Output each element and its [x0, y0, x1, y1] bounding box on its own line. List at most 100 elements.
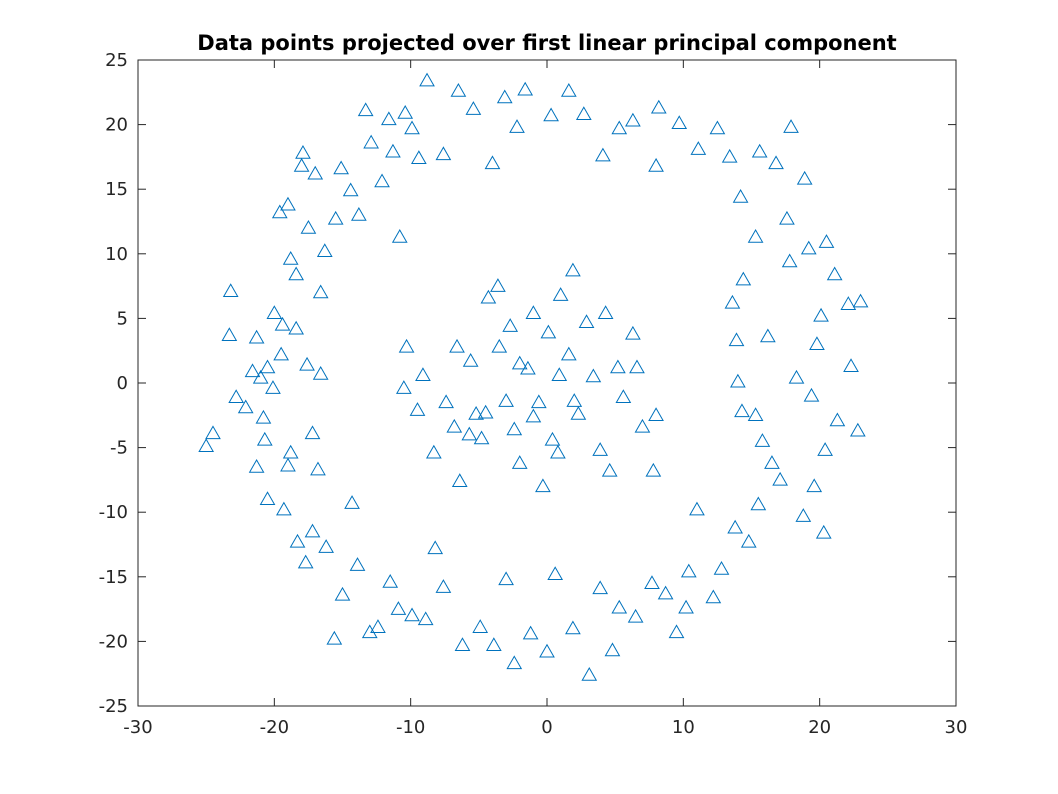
data-point-marker [506, 421, 523, 436]
data-point-marker [735, 271, 752, 286]
x-axis: -30 -20 -10 0 10 20 30 [123, 60, 967, 738]
data-point-marker [525, 408, 542, 423]
data-point-marker [627, 608, 644, 623]
x-tick-label: 30 [945, 717, 968, 738]
data-point-marker [370, 619, 386, 633]
data-point-marker [550, 444, 566, 459]
data-point-marker [385, 143, 401, 158]
data-point-marker [451, 473, 468, 487]
data-point-marker [446, 418, 463, 433]
data-point-marker [668, 624, 685, 639]
data-point-marker [644, 575, 660, 590]
data-point-marker [566, 393, 583, 407]
data-point-marker [520, 360, 536, 375]
data-point-marker [237, 399, 254, 414]
data-point-marker [634, 418, 651, 433]
data-point-marker [449, 338, 465, 353]
data-point-marker [417, 611, 434, 626]
data-point-marker [560, 346, 577, 361]
data-point-marker [198, 438, 215, 453]
data-point-marker [772, 471, 788, 486]
y-tick-label: 25 [105, 50, 128, 71]
data-point-marker [477, 404, 494, 419]
data-point-marker [615, 389, 632, 403]
data-point-marker [419, 72, 435, 87]
data-point-marker [680, 563, 697, 578]
data-point-marker [380, 111, 397, 126]
data-point-marker [266, 305, 283, 319]
data-point-marker [721, 148, 738, 163]
data-point-marker [813, 307, 829, 322]
data-point-marker [349, 557, 366, 571]
data-point-marker [468, 406, 484, 420]
data-point-marker [297, 554, 314, 569]
data-point-marker [318, 539, 335, 553]
data-point-marker [815, 524, 832, 539]
data-point-marker [625, 325, 641, 340]
y-tick-label: 5 [117, 308, 128, 329]
data-point-marker [357, 102, 374, 117]
data-point-marker [244, 363, 261, 378]
data-point-marker [750, 496, 767, 511]
data-point-marker [843, 358, 859, 372]
data-point-marker [491, 338, 508, 353]
data-point-marker [288, 320, 305, 335]
data-point-marker [265, 380, 281, 394]
data-point-marker [592, 580, 609, 595]
data-point-marker [293, 157, 310, 172]
data-point-marker [382, 573, 399, 588]
x-tick-label: 20 [808, 717, 831, 738]
y-tick-label: -5 [110, 438, 128, 459]
y-tick-label: 0 [117, 373, 128, 394]
data-point-marker [310, 461, 326, 476]
data-point-marker [611, 120, 628, 135]
data-point-marker [222, 283, 239, 298]
data-point-marker [728, 332, 745, 347]
data-point-marker [248, 329, 265, 344]
data-point-marker [480, 289, 497, 304]
data-point-marker [565, 620, 581, 635]
data-point-marker [800, 240, 817, 255]
data-point-marker [826, 266, 843, 281]
data-point-marker [560, 83, 577, 97]
data-point-marker [818, 234, 835, 248]
data-point-marker [326, 630, 343, 645]
data-point-marker [625, 112, 641, 127]
data-point-marker [342, 182, 359, 197]
x-tick-label: 0 [541, 717, 552, 738]
y-axis: -25 -20 -15 -10 -5 0 5 10 15 20 25 [99, 50, 956, 717]
data-point-marker [657, 585, 674, 600]
data-point-marker [565, 262, 581, 277]
data-point-marker [274, 316, 291, 331]
x-tick-label: 10 [672, 717, 695, 738]
data-point-marker [333, 160, 349, 175]
data-point-marker [484, 155, 501, 170]
data-point-marker [404, 120, 420, 135]
data-point-marker [438, 394, 454, 409]
data-point-marker [803, 387, 820, 402]
data-point-marker [525, 305, 542, 319]
data-point-marker [768, 155, 784, 170]
data-point-marker [522, 625, 539, 640]
data-point-marker [472, 619, 489, 633]
data-point-marker [410, 150, 427, 164]
data-point-marker [425, 444, 442, 459]
data-point-marker [390, 601, 407, 615]
data-point-marker [300, 219, 317, 234]
y-tick-label: -15 [99, 567, 128, 588]
data-point-marker [671, 115, 688, 130]
data-point-marker [511, 355, 528, 370]
data-point-marker [575, 106, 592, 121]
data-point-marker [705, 589, 722, 604]
x-tick-label: -10 [396, 717, 425, 738]
data-point-marker [398, 338, 415, 353]
data-point-marker [732, 188, 749, 203]
data-point-marker [435, 146, 452, 161]
y-tick-label: 20 [105, 115, 128, 136]
data-point-marker [304, 523, 321, 538]
data-point-marker [611, 599, 628, 614]
data-point-marker [295, 145, 311, 159]
data-point-marker [764, 455, 780, 469]
data-point-marker [796, 170, 813, 185]
